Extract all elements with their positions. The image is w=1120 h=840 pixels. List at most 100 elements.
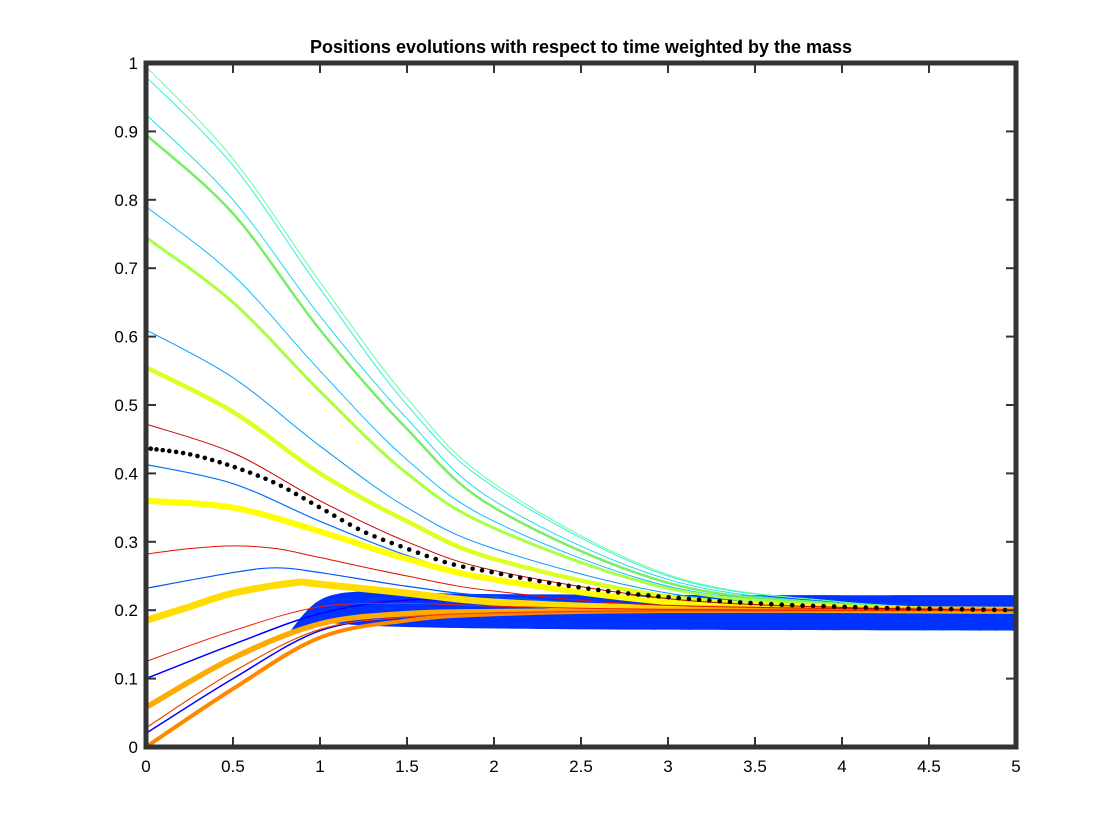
mean-point [301, 495, 306, 501]
series-line-18 [146, 602, 1016, 662]
mean-point [556, 582, 562, 587]
mean-point [173, 449, 179, 455]
mean-point [154, 447, 159, 452]
mean-point [821, 603, 826, 609]
mean-point [586, 586, 591, 591]
mean-point [686, 596, 692, 602]
mean-point [380, 537, 386, 543]
y-tick-label: 0 [129, 738, 138, 757]
y-tick-label: 0.6 [114, 328, 138, 347]
chart-title: Positions evolutions with respect to tim… [310, 37, 852, 57]
mean-point [339, 517, 345, 523]
mean-point [707, 598, 712, 603]
mean-point [527, 577, 533, 582]
mean-point [148, 446, 154, 451]
y-tick-label: 0.5 [114, 396, 138, 415]
series-line-19 [146, 545, 1016, 611]
mean-point [748, 600, 753, 606]
mean-point [758, 601, 764, 606]
mean-point [938, 606, 943, 612]
mean-point [842, 604, 847, 610]
mean-point [696, 597, 702, 603]
x-tick-label: 2.5 [569, 757, 593, 776]
mean-point [717, 598, 722, 604]
mean-point [460, 564, 466, 570]
mean-point [948, 606, 954, 612]
mean-point [537, 578, 542, 584]
mean-point [308, 500, 314, 505]
x-tick-label: 1 [315, 757, 324, 776]
mean-point [180, 450, 186, 456]
mean-point [517, 575, 523, 580]
mean-point [615, 590, 621, 595]
mean-point [981, 607, 986, 612]
mean-point [927, 606, 933, 612]
mean-point [389, 540, 395, 546]
mean-point [666, 594, 671, 600]
mean-point [863, 605, 869, 610]
y-tick-label: 0.8 [114, 191, 138, 210]
series-line-17 [146, 609, 1016, 729]
y-tick-label: 0.3 [114, 533, 138, 552]
x-tick-label: 5 [1011, 757, 1020, 776]
mean-point [916, 606, 922, 611]
mean-point [398, 543, 403, 549]
mean-point [332, 513, 337, 519]
mean-point [270, 479, 276, 485]
mean-point [489, 569, 494, 575]
mean-point [451, 562, 457, 567]
mean-point [195, 453, 200, 459]
mean-point [278, 483, 284, 489]
mean-point [831, 604, 837, 609]
mean-point [800, 603, 805, 608]
mean-point [852, 604, 858, 610]
mean-point [324, 508, 329, 514]
mean-point [347, 522, 353, 527]
mean-point [970, 607, 976, 612]
mean-point [546, 580, 552, 586]
x-tick-label: 1.5 [395, 757, 419, 776]
mean-point [810, 603, 816, 609]
x-tick-label: 2 [489, 757, 498, 776]
mean-point [255, 473, 261, 478]
mean-point [498, 571, 504, 577]
y-tick-label: 0.2 [114, 601, 138, 620]
y-tick-label: 1 [129, 54, 138, 73]
mean-point [874, 605, 879, 611]
mean-point [247, 470, 253, 475]
mean-point [959, 607, 965, 612]
mean-point [355, 526, 361, 532]
mean-point [372, 534, 377, 539]
mean-point [433, 556, 439, 562]
mean-point [727, 599, 733, 605]
series-line-20 [146, 423, 1016, 611]
y-tick-label: 0.1 [114, 670, 138, 689]
mean-point [779, 602, 785, 607]
mean-point [470, 566, 475, 571]
mean-point [737, 600, 743, 605]
mean-point [406, 547, 412, 552]
mean-point [895, 606, 900, 611]
mean-point [884, 605, 890, 611]
mean-point [187, 452, 193, 457]
mean-point [286, 487, 291, 493]
mean-point [789, 602, 795, 608]
mean-point [625, 591, 631, 596]
series-line-9 [146, 66, 1016, 611]
mean-point [906, 606, 911, 611]
x-tick-label: 4.5 [917, 757, 941, 776]
mean-point [202, 455, 208, 461]
mean-point [442, 559, 448, 565]
mean-point [316, 504, 322, 510]
y-tick-label: 0.7 [114, 259, 138, 278]
axes: 0 0.5 1 1.5 2 2.5 3 3.5 4 4.5 5 0 0.1 0.2 0.3 0.4 0.5 0.6… [114, 54, 1020, 776]
mean-point [415, 550, 421, 556]
x-tick-label: 3 [663, 757, 672, 776]
mean-point [605, 588, 611, 594]
mean-point [479, 568, 485, 573]
mean-point [424, 553, 430, 559]
mean-point [656, 594, 661, 599]
mean-point [596, 587, 601, 593]
mean-point [263, 476, 268, 482]
